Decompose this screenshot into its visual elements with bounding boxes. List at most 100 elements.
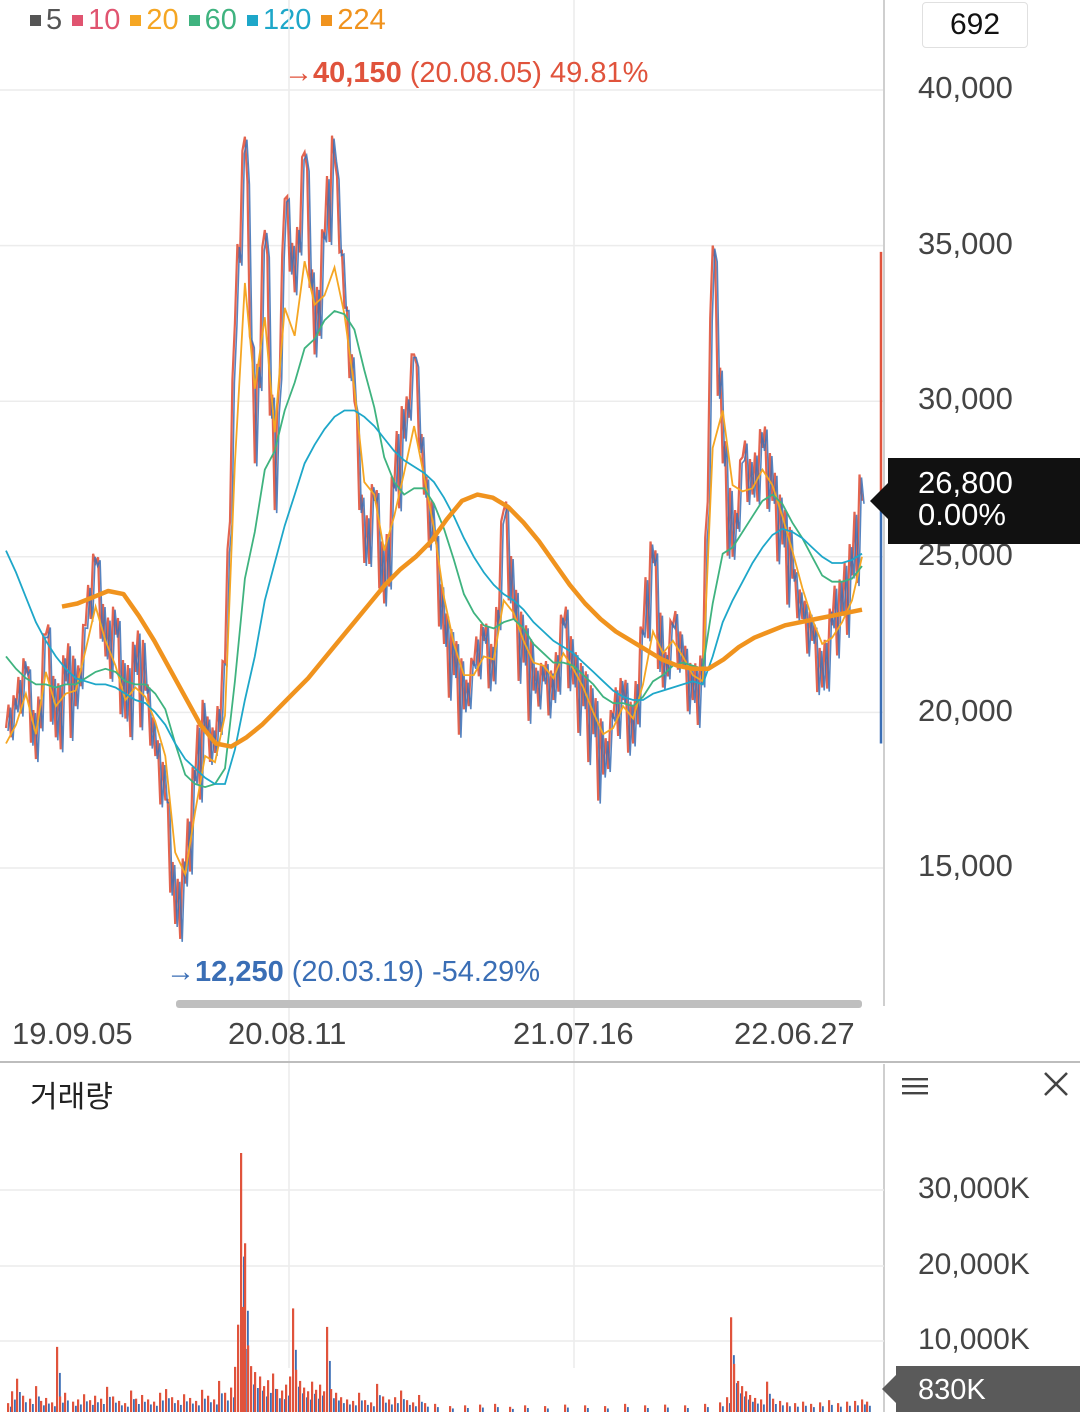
volume-bar <box>730 1317 733 1412</box>
volume-bar <box>373 1406 375 1412</box>
volume-bar <box>240 1153 243 1412</box>
low-price-value: 12,250 <box>195 956 284 988</box>
high-price-annotation: →40,150 (20.08.05) 49.81% <box>284 57 648 90</box>
volume-bar <box>418 1394 421 1412</box>
volume-bar <box>479 1404 482 1412</box>
volume-bar <box>467 1408 469 1412</box>
volume-bar <box>406 1400 409 1412</box>
volume-bar <box>567 1407 569 1412</box>
volume-bar <box>165 1389 168 1412</box>
current-price-tag: 26,800 0.00% <box>870 458 1080 544</box>
volume-bar <box>192 1403 194 1412</box>
volume-bar <box>29 1398 32 1412</box>
volume-bar <box>141 1394 144 1412</box>
volume-bar <box>840 1406 842 1412</box>
volume-bar <box>379 1395 381 1412</box>
menu-icon[interactable] <box>900 1072 930 1102</box>
legend-swatch <box>188 15 200 26</box>
volume-bar <box>289 1376 292 1412</box>
volume-bar <box>766 1381 769 1412</box>
legend-item-10[interactable]: 10 <box>72 4 120 36</box>
volume-bar <box>644 1405 647 1412</box>
legend-item-60[interactable]: 60 <box>188 4 237 36</box>
volume-bar <box>75 1405 77 1412</box>
y-axis-label: 35,000 <box>918 226 1013 261</box>
volume-bar <box>482 1407 484 1412</box>
ma-20-line <box>5 260 863 878</box>
volume-bar <box>270 1392 272 1412</box>
volume-bar <box>288 1395 290 1412</box>
volume-bar <box>421 1401 423 1412</box>
volume-bar <box>846 1401 849 1412</box>
legend-item-5[interactable]: 5 <box>30 4 62 36</box>
volume-bar <box>302 1393 304 1412</box>
volume-bar <box>797 1406 799 1412</box>
volume-bar <box>707 1407 709 1412</box>
volume-bar <box>310 1399 312 1412</box>
volume-bar <box>330 1389 333 1412</box>
volume-bar <box>409 1404 411 1412</box>
volume-bar <box>719 1402 722 1412</box>
volume-bar <box>40 1400 43 1412</box>
legend-item-20[interactable]: 20 <box>130 4 179 36</box>
volume-bar <box>22 1395 25 1412</box>
volume-bar <box>587 1408 589 1412</box>
volume-bar <box>306 1397 308 1412</box>
volume-bar <box>786 1402 789 1412</box>
volume-bar <box>56 1346 59 1412</box>
volume-bar <box>263 1386 266 1412</box>
volume-bar <box>861 1399 864 1412</box>
volume-axis-label: 20,000K <box>918 1248 1030 1281</box>
volume-bar <box>109 1396 111 1412</box>
volume-bar <box>281 1390 284 1412</box>
volume-bar <box>361 1400 363 1412</box>
volume-bar <box>427 1406 429 1412</box>
volume-bar <box>424 1403 427 1412</box>
volume-bar <box>684 1405 687 1412</box>
volume-bar <box>367 1404 369 1412</box>
volume-bar <box>627 1407 629 1412</box>
volume-bar <box>230 1387 233 1412</box>
legend-label: 60 <box>204 4 237 36</box>
volume-bar <box>259 1376 262 1412</box>
volume-bar <box>857 1405 859 1412</box>
tag-pointer <box>882 1375 896 1403</box>
legend-swatch <box>130 15 142 26</box>
volume-bar <box>464 1405 467 1412</box>
count-box[interactable]: 692 <box>922 2 1028 48</box>
x-axis-label: 21.07.16 <box>513 1016 634 1051</box>
legend-item-120[interactable]: 120 <box>246 4 311 36</box>
volume-title: 거래량 <box>30 1081 113 1114</box>
volume-bar <box>740 1393 742 1412</box>
volume-bar <box>318 1398 320 1412</box>
legend-swatch <box>321 15 333 26</box>
volume-bar <box>247 1345 250 1412</box>
volume-bar <box>760 1399 763 1412</box>
x-axis-label: 22.06.27 <box>734 1016 855 1051</box>
volume-bar <box>849 1405 851 1412</box>
volume-bar <box>147 1399 150 1412</box>
volume-bar <box>62 1402 64 1412</box>
volume-bar <box>397 1403 399 1412</box>
volume-bar <box>869 1405 871 1412</box>
close-icon[interactable] <box>1040 1068 1072 1100</box>
legend-item-224[interactable]: 224 <box>321 4 386 36</box>
volume-bar <box>388 1399 391 1412</box>
volume-bar <box>385 1402 387 1412</box>
volume-bar <box>150 1404 152 1412</box>
volume-bar <box>48 1403 50 1412</box>
volume-bar <box>86 1401 88 1412</box>
volume-bar <box>7 1403 10 1412</box>
high-price-detail: (20.08.05) 49.81% <box>409 57 649 89</box>
volume-bar <box>647 1408 649 1412</box>
volume-bar <box>224 1392 227 1412</box>
volume-bar <box>162 1400 164 1412</box>
volume-bar <box>752 1401 754 1412</box>
volume-bar <box>584 1405 587 1412</box>
arrow-right-icon: → <box>284 57 313 89</box>
volume-bar <box>59 1396 62 1412</box>
volume-bar <box>279 1398 281 1412</box>
volume-bar <box>687 1408 689 1412</box>
volume-bar <box>741 1386 744 1412</box>
